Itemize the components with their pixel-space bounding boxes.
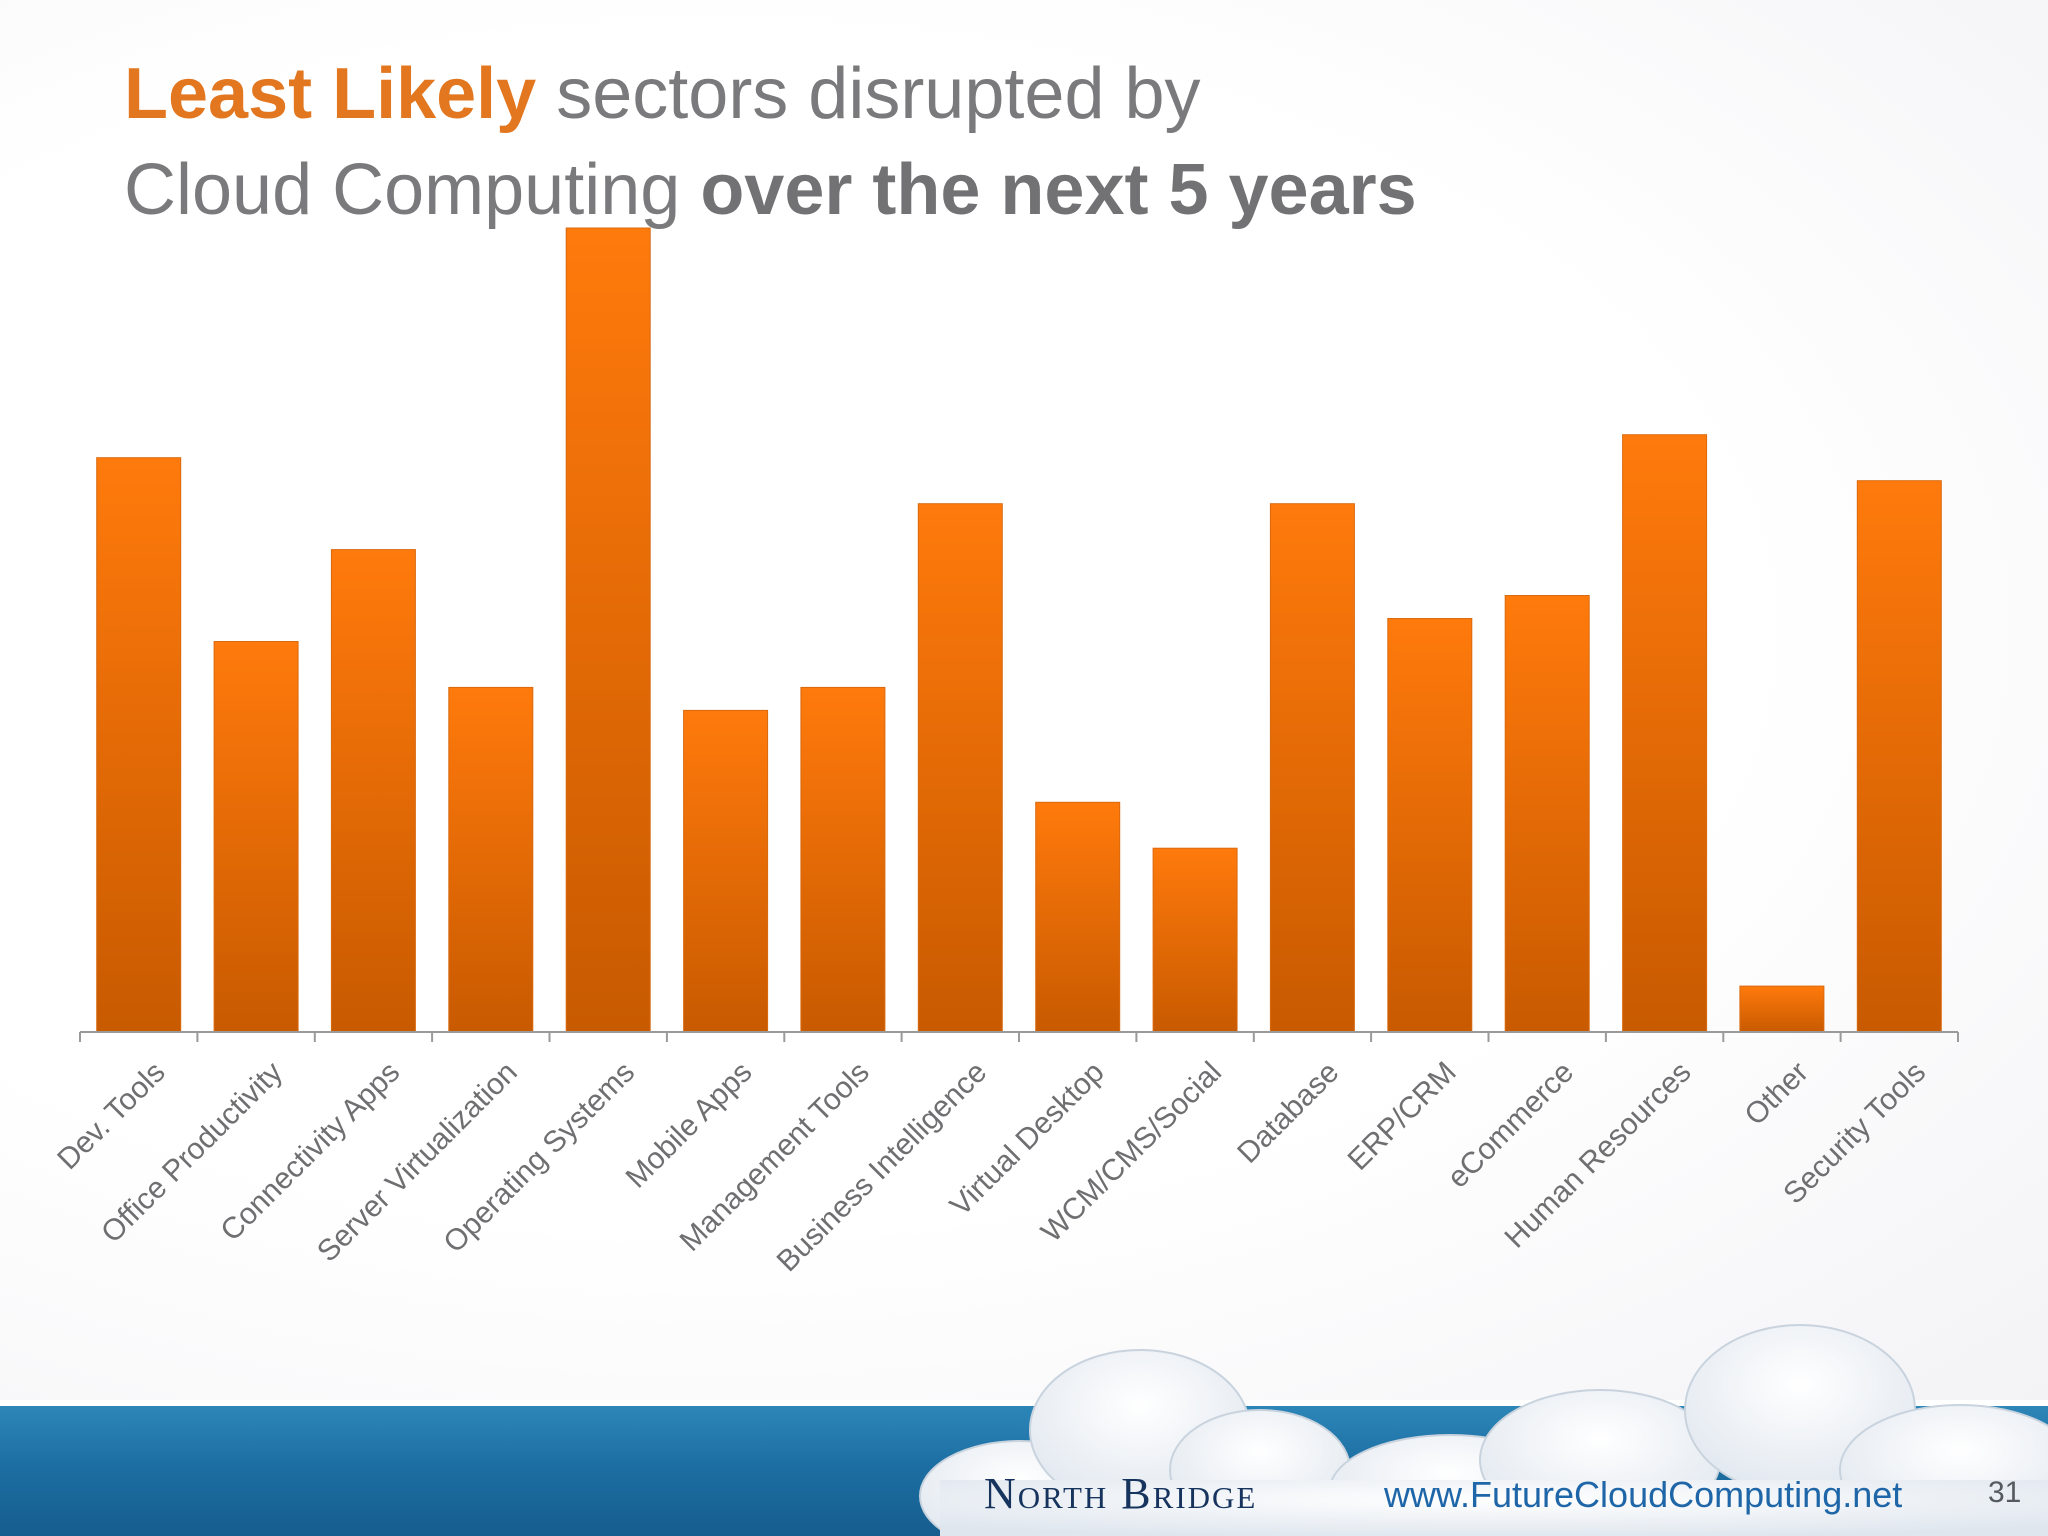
bar-business-intelligence <box>917 503 1003 1033</box>
page-title: Least Likely sectors disrupted by Cloud C… <box>124 46 1417 238</box>
bar-ecommerce <box>1504 595 1590 1033</box>
bar-office-productivity <box>213 641 299 1033</box>
bar-virtual-desktop <box>1035 801 1121 1033</box>
title-rest: sectors disrupted by <box>536 54 1201 134</box>
brand-logo: North Bridge <box>984 1469 1258 1518</box>
title-line2: Cloud Computing <box>124 150 701 230</box>
bar-connectivity-apps <box>330 549 416 1033</box>
x-tick-label: ERP/CRM <box>1342 1056 1463 1177</box>
bar-human-resources <box>1622 434 1708 1033</box>
website-link[interactable]: www.FutureCloudComputing.net <box>1384 1474 1903 1515</box>
bar-wcm-cms-social <box>1152 847 1238 1033</box>
bar-mobile-apps <box>683 709 769 1033</box>
bar-security-tools <box>1856 480 1942 1033</box>
x-tick-label: Business Intelligence <box>771 1056 994 1279</box>
cloud-decoration <box>919 1324 2048 1536</box>
bar-management-tools <box>800 686 886 1033</box>
x-tick-label: Operating Systems <box>437 1056 641 1260</box>
x-tick-label: Server Virtualization <box>311 1056 524 1269</box>
bar-server-virtualization <box>448 686 534 1033</box>
bar-erp-crm <box>1387 618 1473 1033</box>
title-highlight: Least Likely <box>124 54 537 134</box>
bar-operating-systems <box>565 227 651 1033</box>
bar-database <box>1269 503 1355 1033</box>
x-tick-label: Other <box>1738 1056 1814 1132</box>
bar-dev-tools <box>96 457 182 1033</box>
title-line2-bold: over the next 5 years <box>700 150 1417 230</box>
bar-other <box>1739 985 1825 1033</box>
page-number: 31 <box>1988 1476 2022 1509</box>
x-tick-label: Database <box>1231 1056 1345 1170</box>
x-tick-label: Dev. Tools <box>51 1056 171 1176</box>
